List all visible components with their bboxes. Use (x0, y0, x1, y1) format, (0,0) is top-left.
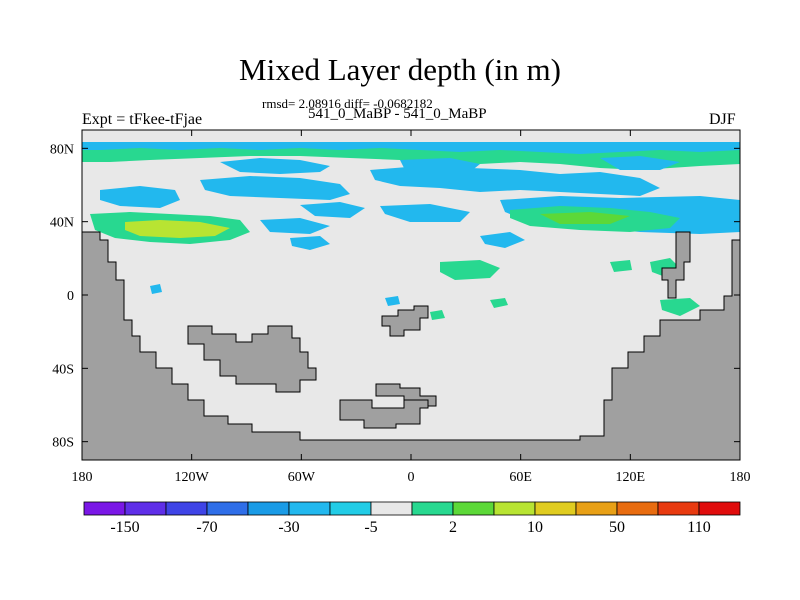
tropical-green-patch (440, 260, 500, 280)
center-label: 541_0_MaBP - 541_0_MaBP (308, 106, 487, 122)
colorbar-swatch (534, 501, 577, 516)
x-tick-label: 180 (72, 470, 93, 485)
colorbar-label: -5 (364, 519, 377, 536)
colorbar-swatch (575, 501, 618, 516)
tropical-green-patch (610, 260, 632, 272)
colorbar-swatch (452, 501, 495, 516)
tropical-green-patch (490, 298, 508, 308)
tropical-green-patch (430, 310, 445, 320)
colorbar-label: 2 (449, 519, 457, 536)
y-tick-label: 80S (52, 436, 74, 451)
land-mass-central-south (187, 325, 317, 393)
colorbar-swatch (698, 501, 741, 516)
experiment-label: Expt = tFkee-tFjae (82, 111, 203, 128)
season-label: DJF (709, 111, 736, 128)
tropical-blue-patch (385, 296, 400, 306)
colorbar-swatch (370, 501, 413, 516)
land-mass-south-inner (339, 399, 429, 429)
nh-blue-patch (480, 232, 525, 248)
colorbar-swatch (493, 501, 536, 516)
land-mass-south-small (375, 383, 437, 407)
land-mass-west (82, 231, 740, 460)
nh-blue-patch (260, 218, 330, 234)
tropical-blue-patch (150, 284, 162, 294)
colorbar-swatch (657, 501, 700, 516)
colorbar-label: -70 (196, 519, 217, 536)
colorbar-label: 50 (609, 519, 625, 536)
x-tick-label: 0 (408, 470, 415, 485)
x-tick-label: 60E (509, 470, 532, 485)
nh-blue-patch (300, 202, 365, 218)
nh-blue-patch (290, 236, 330, 250)
y-tick-label: 40N (50, 216, 74, 231)
colorbar-swatch (124, 501, 167, 516)
north-pacific-core (125, 220, 230, 238)
nh-blue-patch (100, 186, 180, 208)
tropical-green-patch (660, 298, 700, 316)
colorbar-label: 110 (687, 519, 710, 536)
colorbar-swatch (165, 501, 208, 516)
stats-subtitle: rmsd= 2.08916 diff= -0.0682182 (262, 96, 433, 111)
colorbar-swatch (288, 501, 331, 516)
chart-title: Mixed Layer depth (in m) (239, 52, 561, 87)
y-tick-label: 80N (50, 142, 74, 157)
nh-blue-patch (370, 166, 660, 196)
colorbar-swatch (206, 501, 249, 516)
nh-blue-patch (200, 176, 350, 200)
colorbar-swatch (329, 501, 372, 516)
north-atlantic-core (540, 212, 630, 224)
x-tick-label: 120E (616, 470, 646, 485)
colorbar-label: 10 (527, 519, 543, 536)
arctic-blue-band (82, 142, 740, 154)
colorbar-swatch (83, 501, 126, 516)
arctic-blue-patch (600, 156, 680, 170)
colorbar-swatch (411, 501, 454, 516)
colorbar-label: -30 (278, 519, 299, 536)
x-tick-label: 180 (730, 470, 751, 485)
x-tick-label: 60W (288, 470, 316, 485)
y-tick-label: 0 (67, 289, 74, 304)
arctic-blue-patch (220, 158, 330, 174)
x-tick-label: 120W (175, 470, 210, 485)
colorbar-swatch (616, 501, 659, 516)
y-tick-label: 40S (52, 362, 74, 377)
nh-blue-patch (380, 204, 470, 222)
colorbar-swatch (247, 501, 290, 516)
colorbar-label: -150 (110, 519, 139, 536)
land-mass-tropical-island (381, 305, 429, 337)
land-mass-east-island (661, 231, 691, 299)
